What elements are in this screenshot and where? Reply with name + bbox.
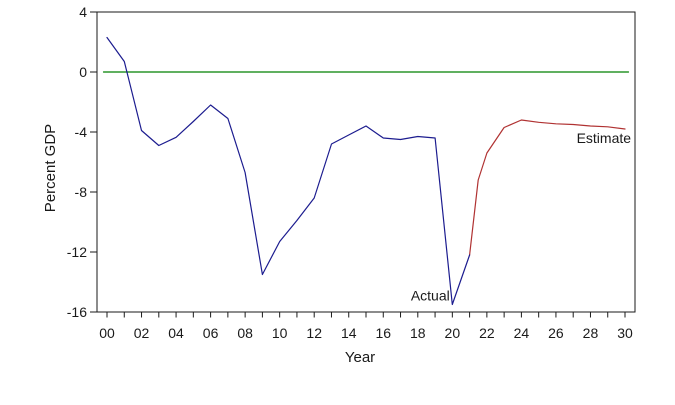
estimate-series — [469, 119, 626, 256]
annotation-estimate: Estimate — [577, 130, 632, 146]
x-tick-label: 02 — [134, 325, 150, 341]
x-tick-label: 06 — [203, 325, 219, 341]
actual-series — [106, 36, 471, 306]
x-tick-label: 00 — [99, 325, 115, 341]
x-tick-label: 14 — [341, 325, 357, 341]
y-tick-label: -12 — [67, 244, 87, 260]
x-axis-title: Year — [344, 349, 376, 366]
y-tick-label: -4 — [75, 124, 88, 140]
x-tick-label: 20 — [445, 325, 461, 341]
x-tick-label: 08 — [237, 325, 253, 341]
x-tick-label: 04 — [168, 325, 184, 341]
y-tick-label: 0 — [79, 64, 87, 80]
x-tick-label: 30 — [617, 325, 633, 341]
y-axis-title: Percent GDP — [42, 123, 59, 213]
x-tick-label: 10 — [272, 325, 288, 341]
y-tick-label: 4 — [79, 4, 87, 20]
x-tick-label: 12 — [306, 325, 322, 341]
x-tick-label: 18 — [410, 325, 426, 341]
x-tick-label: 26 — [548, 325, 564, 341]
x-tick-label: 22 — [479, 325, 495, 341]
x-tick-label: 24 — [514, 325, 530, 341]
plot-frame — [96, 11, 636, 313]
y-tick-label: -8 — [75, 184, 88, 200]
annotation-actual: Actual — [411, 288, 450, 304]
y-tick-label: -16 — [67, 304, 87, 320]
x-tick-label: 16 — [375, 325, 391, 341]
x-tick-label: 28 — [583, 325, 599, 341]
